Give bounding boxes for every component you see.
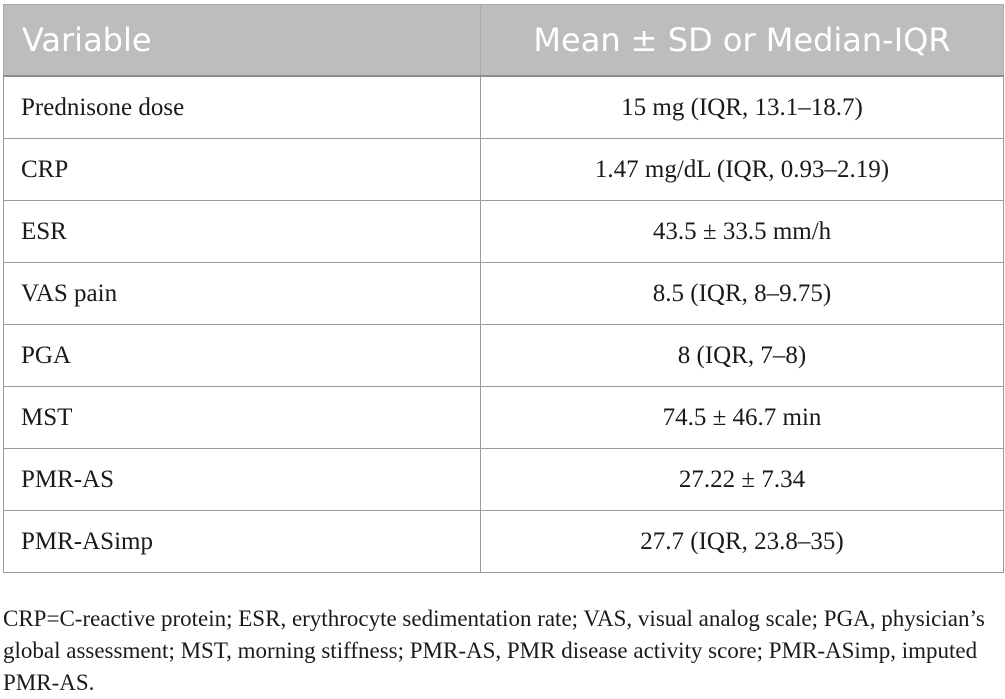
- row-variable: PMR-AS: [3, 448, 481, 511]
- data-table: Variable Mean ± SD or Median-IQR Prednis…: [3, 4, 1004, 573]
- row-variable: VAS pain: [3, 262, 481, 325]
- header-row: Variable Mean ± SD or Median-IQR: [3, 4, 1004, 77]
- row-variable: PGA: [3, 324, 481, 387]
- table-row: VAS pain 8.5 (IQR, 8–9.75): [3, 262, 1004, 325]
- row-variable: CRP: [3, 138, 481, 201]
- table-row: CRP 1.47 mg/dL (IQR, 0.93–2.19): [3, 138, 1004, 201]
- header-value: Mean ± SD or Median-IQR: [480, 4, 1004, 77]
- row-variable: PMR-ASimp: [3, 510, 481, 573]
- row-variable: ESR: [3, 200, 481, 263]
- table-row: ESR 43.5 ± 33.5 mm/h: [3, 200, 1004, 263]
- table-header: Variable Mean ± SD or Median-IQR: [3, 4, 1004, 77]
- header-variable: Variable: [3, 4, 481, 77]
- row-value: 8 (IQR, 7–8): [480, 324, 1004, 387]
- table-row: MST 74.5 ± 46.7 min: [3, 386, 1004, 449]
- row-value: 8.5 (IQR, 8–9.75): [480, 262, 1004, 325]
- row-variable: Prednisone dose: [3, 75, 481, 139]
- table-row: Prednisone dose 15 mg (IQR, 13.1–18.7): [3, 75, 1004, 139]
- row-variable: MST: [3, 386, 481, 449]
- row-value: 1.47 mg/dL (IQR, 0.93–2.19): [480, 138, 1004, 201]
- data-table-container: Variable Mean ± SD or Median-IQR Prednis…: [3, 4, 1004, 573]
- table-footnote: CRP=C-reactive protein; ESR, erythrocyte…: [3, 606, 985, 695]
- table-row: PMR-AS 27.22 ± 7.34: [3, 448, 1004, 511]
- table-row: PMR-ASimp 27.7 (IQR, 23.8–35): [3, 510, 1004, 573]
- table-body: Prednisone dose 15 mg (IQR, 13.1–18.7) C…: [3, 75, 1004, 573]
- table-row: PGA 8 (IQR, 7–8): [3, 324, 1004, 387]
- row-value: 27.7 (IQR, 23.8–35): [480, 510, 1004, 573]
- row-value: 15 mg (IQR, 13.1–18.7): [480, 75, 1004, 139]
- row-value: 27.22 ± 7.34: [480, 448, 1004, 511]
- row-value: 74.5 ± 46.7 min: [480, 386, 1004, 449]
- row-value: 43.5 ± 33.5 mm/h: [480, 200, 1004, 263]
